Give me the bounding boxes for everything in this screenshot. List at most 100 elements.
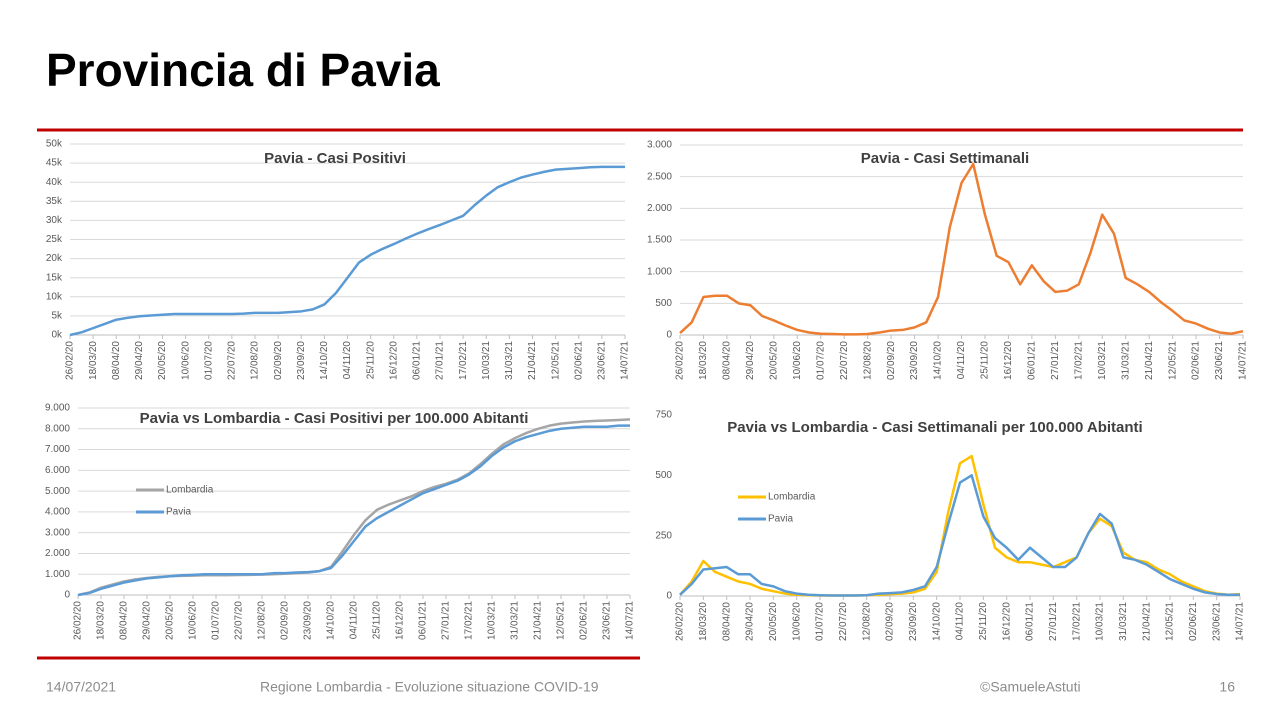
series-line [679,162,1244,336]
x-tick-label: 22/07/20 [838,602,849,641]
y-tick-label: 35k [46,196,63,207]
y-tick-label: 2.000 [647,203,672,214]
chart-title: Pavia vs Lombardia - Casi Settimanali pe… [727,419,1142,436]
x-tick-label: 20/05/20 [157,341,168,380]
x-tick-label: 12/05/21 [550,341,561,380]
x-tick-label: 25/11/20 [980,341,991,380]
y-tick-label: 5.000 [45,486,70,497]
y-tick-label: 3.000 [647,140,672,151]
x-tick-label: 23/09/20 [909,341,920,380]
x-tick-label: 18/03/20 [698,341,709,380]
y-tick-label: 0k [51,330,63,341]
x-tick-label: 02/06/21 [1191,341,1202,380]
chart-title: Pavia - Casi Settimanali [861,150,1029,167]
x-tick-label: 26/02/20 [675,602,686,641]
y-tick-label: 15k [46,272,63,283]
x-tick-label: 04/11/20 [955,602,966,641]
legend-label: Pavia [166,507,191,518]
x-tick-label: 04/11/20 [349,601,360,640]
x-tick-label: 08/04/20 [721,602,732,641]
x-tick-label: 17/02/21 [464,601,475,640]
legend-label: Pavia [768,514,793,525]
x-tick-label: 12/08/20 [862,341,873,380]
x-tick-label: 14/07/21 [1238,341,1249,380]
x-tick-label: 31/03/21 [510,601,521,640]
y-tick-label: 10k [46,291,63,302]
x-tick-label: 29/04/20 [134,341,145,380]
x-tick-label: 17/02/21 [458,341,469,380]
x-tick-label: 20/05/20 [768,341,779,380]
x-tick-label: 17/02/21 [1073,341,1084,380]
x-tick-label: 14/10/20 [319,341,330,380]
x-tick-label: 02/09/20 [886,341,897,380]
y-tick-label: 250 [655,530,672,541]
x-tick-label: 25/11/20 [372,601,383,640]
y-tick-label: 6.000 [45,465,70,476]
x-tick-label: 14/10/20 [326,601,337,640]
x-tick-label: 10/03/21 [481,341,492,380]
y-tick-label: 2.000 [45,548,70,559]
x-tick-label: 26/02/20 [73,601,84,640]
x-tick-label: 14/07/21 [625,601,636,640]
x-tick-label: 16/12/20 [395,601,406,640]
x-tick-label: 12/08/20 [250,341,261,380]
y-tick-label: 0 [64,590,70,601]
x-tick-label: 25/11/20 [365,341,376,380]
x-tick-label: 16/12/20 [1001,602,1012,641]
x-tick-label: 21/04/21 [527,341,538,380]
y-tick-label: 5k [51,311,63,322]
x-tick-label: 27/01/21 [441,601,452,640]
x-tick-label: 29/04/20 [142,601,153,640]
x-tick-label: 22/07/20 [227,341,238,380]
x-tick-label: 14/07/21 [620,341,631,380]
x-tick-label: 27/01/21 [435,341,446,380]
y-tick-label: 25k [46,234,63,245]
x-tick-label: 16/12/20 [1003,341,1014,380]
x-tick-label: 12/08/20 [257,601,268,640]
x-tick-label: 06/01/21 [1025,602,1036,641]
x-tick-label: 06/01/21 [412,341,423,380]
x-tick-label: 12/08/20 [861,602,872,641]
x-tick-label: 06/01/21 [418,601,429,640]
x-tick-label: 01/07/20 [815,602,826,641]
y-tick-label: 0 [666,330,672,341]
x-tick-label: 10/06/20 [792,341,803,380]
x-tick-label: 20/05/20 [768,602,779,641]
y-tick-label: 750 [655,410,672,421]
x-tick-label: 22/07/20 [839,341,850,380]
x-tick-label: 10/03/21 [1097,341,1108,380]
x-tick-label: 01/07/20 [203,341,214,380]
x-tick-label: 23/06/21 [1214,341,1225,380]
x-tick-label: 12/05/21 [1167,341,1178,380]
x-tick-label: 01/07/20 [815,341,826,380]
x-tick-label: 02/06/21 [1188,602,1199,641]
x-tick-label: 23/09/20 [303,601,314,640]
x-tick-label: 20/05/20 [165,601,176,640]
x-tick-label: 02/09/20 [280,601,291,640]
y-tick-label: 1.000 [45,569,70,580]
x-tick-label: 14/07/21 [1235,602,1246,641]
x-tick-label: 02/09/20 [885,602,896,641]
x-tick-label: 02/09/20 [273,341,284,380]
x-tick-label: 04/11/20 [342,341,353,380]
x-tick-label: 29/04/20 [745,341,756,380]
x-tick-label: 23/09/20 [908,602,919,641]
y-tick-label: 7.000 [45,444,70,455]
x-tick-label: 27/01/21 [1048,602,1059,641]
x-tick-label: 21/04/21 [533,601,544,640]
x-tick-label: 08/04/20 [722,341,733,380]
y-tick-label: 30k [46,215,63,226]
x-tick-label: 18/03/20 [96,601,107,640]
x-tick-label: 23/06/21 [602,601,613,640]
y-tick-label: 45k [46,158,63,169]
page-number: 16 [1219,679,1235,695]
series-line [679,454,1241,597]
x-tick-label: 18/03/20 [698,602,709,641]
y-tick-label: 3.000 [45,527,70,538]
series-line [77,424,630,597]
series-line [679,474,1240,597]
x-tick-label: 08/04/20 [111,341,122,380]
series-line [77,418,631,597]
x-tick-label: 12/05/21 [1165,602,1176,641]
y-tick-label: 8.000 [45,423,70,434]
